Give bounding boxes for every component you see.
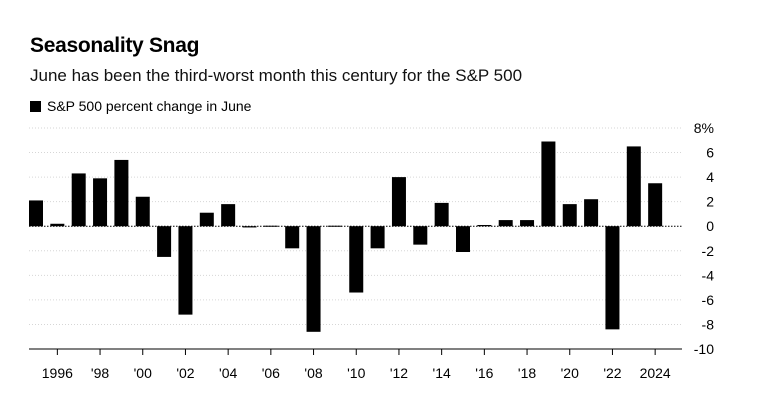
x-tick-label: '14: [433, 365, 451, 381]
legend-label: S&P 500 percent change in June: [47, 98, 252, 114]
y-axis-ticks: 8% 6 4 2 0 -2 -4 -6 -8 -10: [694, 120, 714, 357]
bar-1996: [50, 223, 65, 227]
x-tick-label: '12: [390, 365, 408, 381]
y-tick-label: 6: [706, 145, 714, 161]
x-tick-label: '00: [134, 365, 152, 381]
y-tick-label: -4: [702, 267, 715, 283]
y-tick-label: -6: [702, 292, 715, 308]
bar-2000: [135, 196, 150, 227]
x-tick-label: '22: [603, 365, 621, 381]
bar-2020: [562, 204, 577, 227]
bar-2009: [327, 225, 342, 227]
x-tick-label: '04: [219, 365, 237, 381]
bar-1999: [114, 159, 129, 227]
x-tick-label: 1996: [42, 365, 73, 381]
bar-2014: [434, 202, 449, 227]
bar-2019: [541, 141, 556, 227]
y-tick-label: 8%: [694, 120, 714, 136]
x-tick-label: '10: [347, 365, 365, 381]
x-tick-label: '18: [518, 365, 536, 381]
bar-2022: [605, 226, 620, 330]
legend: S&P 500 percent change in June: [30, 98, 251, 114]
chart-subtitle: June has been the third-worst month this…: [30, 66, 523, 85]
bar-2005: [242, 226, 257, 228]
bar-2007: [285, 226, 300, 249]
x-tick-label: 2024: [640, 365, 671, 381]
bar-2008: [306, 226, 321, 332]
y-tick-label: -8: [702, 316, 715, 332]
bar-2003: [199, 212, 214, 227]
bar-2013: [413, 226, 428, 245]
bar-2010: [349, 226, 364, 293]
bar-2002: [178, 226, 193, 315]
y-tick-label: 4: [706, 169, 714, 185]
bar-2017: [498, 220, 513, 227]
y-tick-label: 0: [706, 218, 714, 234]
bar-2001: [157, 226, 172, 257]
x-tick-label: '16: [475, 365, 493, 381]
bar-2011: [370, 226, 385, 249]
bar-2021: [584, 199, 599, 227]
x-tick-label: '98: [91, 365, 109, 381]
x-tick-label: '20: [561, 365, 579, 381]
y-tick-label: -2: [702, 243, 715, 259]
bar-2012: [391, 177, 406, 227]
bar-2016: [477, 224, 492, 227]
x-axis-ticks: 1996 '98 '00 '02 '04 '06 '08 '10 '12 '14 '16 '18 '20…: [42, 349, 671, 381]
x-tick-label: '08: [304, 365, 322, 381]
bar-2004: [221, 204, 236, 227]
bars: [29, 141, 663, 332]
y-tick-label: -10: [694, 341, 714, 357]
bar-2015: [456, 226, 470, 253]
x-tick-label: '02: [176, 365, 194, 381]
y-tick-label: 2: [706, 194, 714, 210]
chart-title: Seasonality Snag: [30, 34, 200, 57]
bar-2024: [648, 183, 663, 227]
x-tick-label: '06: [262, 365, 280, 381]
bar-2023: [626, 146, 641, 227]
bar-2018: [520, 220, 535, 227]
bar-2006: [263, 225, 278, 227]
legend-swatch: [30, 100, 41, 112]
bar-1998: [93, 178, 108, 227]
bar-1995: [29, 200, 43, 227]
bar-1997: [71, 173, 86, 227]
